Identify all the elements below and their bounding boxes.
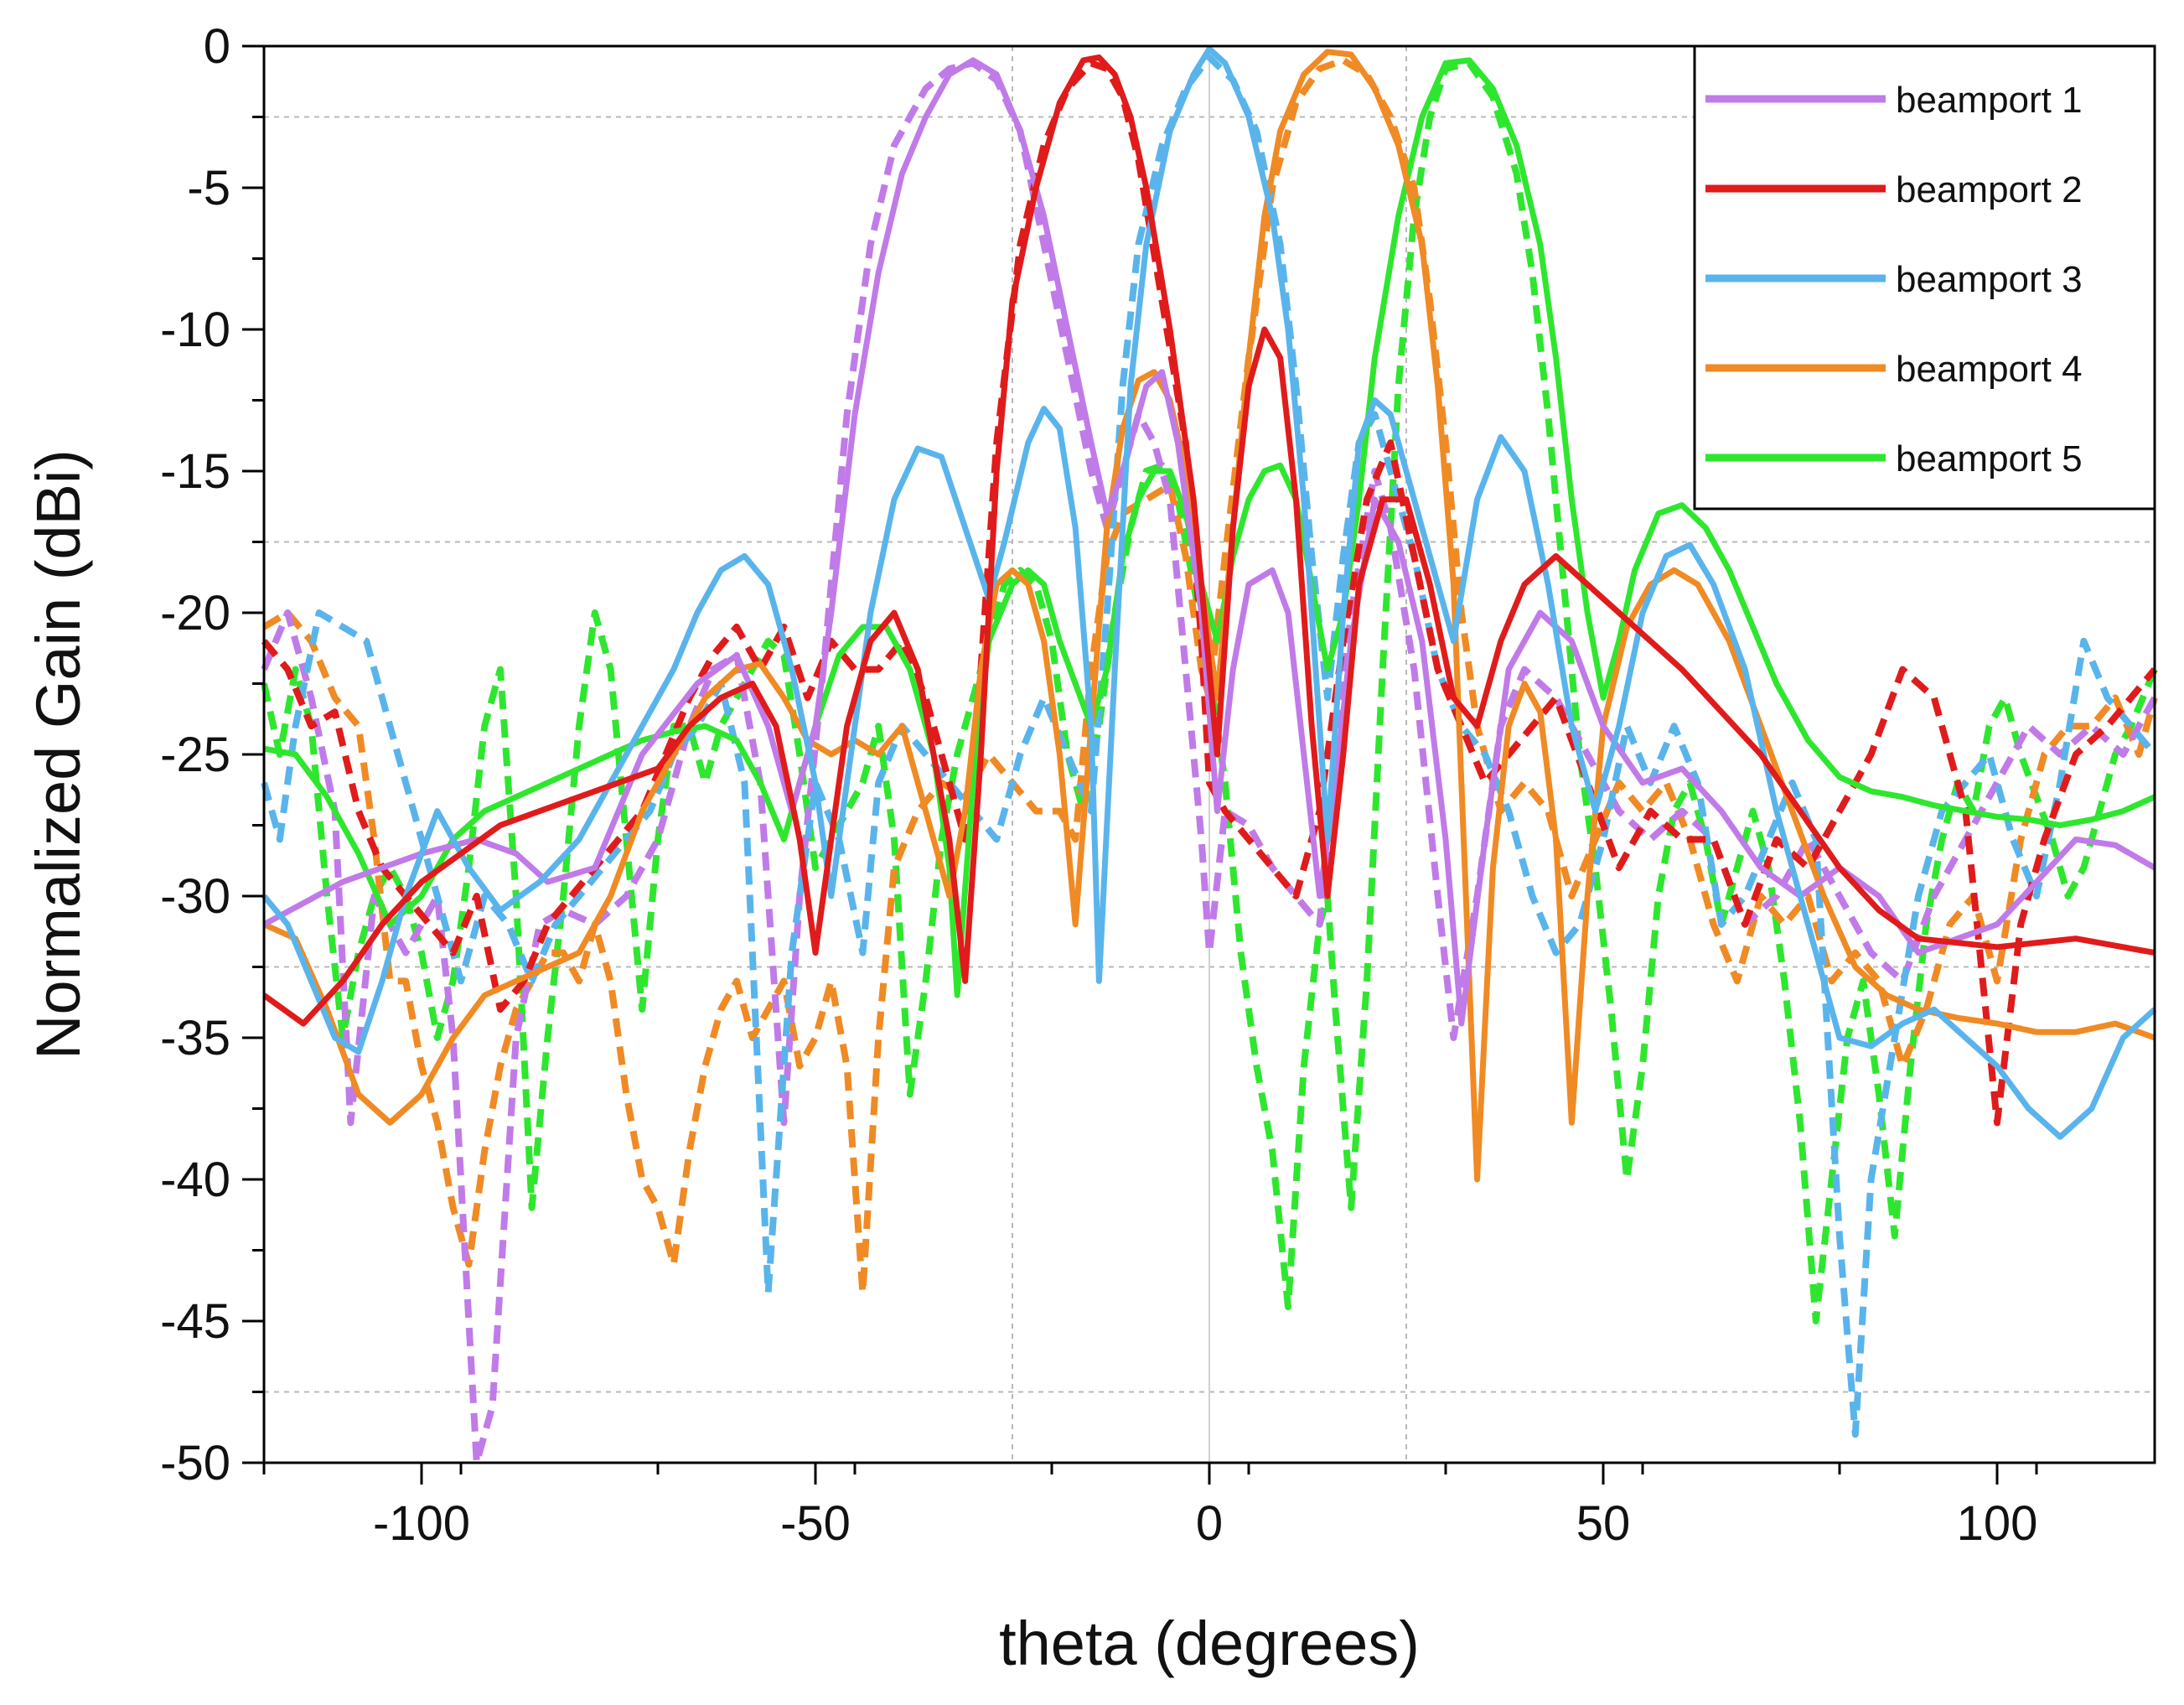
x-tick-label: -100 xyxy=(373,1496,470,1551)
legend-label-beamport-4: beamport 4 xyxy=(1896,349,2083,390)
y-tick-label: -50 xyxy=(160,1436,230,1490)
y-tick-label: -5 xyxy=(187,161,230,215)
y-tick-label: -15 xyxy=(160,444,230,499)
series-line-solid-beamport-3 xyxy=(261,45,2157,1140)
y-tick-label: -25 xyxy=(160,728,230,782)
y-tick-label: -30 xyxy=(160,869,230,924)
y-tick-label: -45 xyxy=(160,1294,230,1349)
series-line-solid-beamport-5 xyxy=(263,57,2156,998)
x-tick-label: 50 xyxy=(1576,1496,1631,1551)
legend-label-beamport-5: beamport 5 xyxy=(1896,438,2083,479)
series-layer xyxy=(261,45,2158,1466)
y-tick-label: -10 xyxy=(160,303,230,357)
y-tick-label: -35 xyxy=(160,1011,230,1065)
x-tick-label: 100 xyxy=(1957,1496,2038,1551)
legend: beamport 1 beamport 2 beamport 3 beamport 4… xyxy=(1693,44,2156,510)
legend-label-beamport-1: beamport 1 xyxy=(1896,80,2083,121)
series-line-solid-beamport-2 xyxy=(261,54,2156,1027)
axes: -100 -50 0 50 100 0 -5 -10 -15 -20 -25 -30 -35 -40 -45… xyxy=(160,19,2038,1551)
legend-label-beamport-3: beamport 3 xyxy=(1896,259,2083,300)
legend-label-beamport-2: beamport 2 xyxy=(1896,169,2083,210)
y-tick-label: -40 xyxy=(160,1153,230,1207)
y-axis-title: Normalized Gain (dBi) xyxy=(23,449,93,1060)
y-tick-label: 0 xyxy=(204,19,230,74)
x-axis-title: theta (degrees) xyxy=(999,1609,1420,1678)
x-tick-label: -50 xyxy=(780,1496,851,1551)
x-tick-label: 0 xyxy=(1196,1496,1223,1551)
series-line-solid-beamport-1 xyxy=(262,57,2156,1027)
y-tick-label: -20 xyxy=(160,586,230,640)
